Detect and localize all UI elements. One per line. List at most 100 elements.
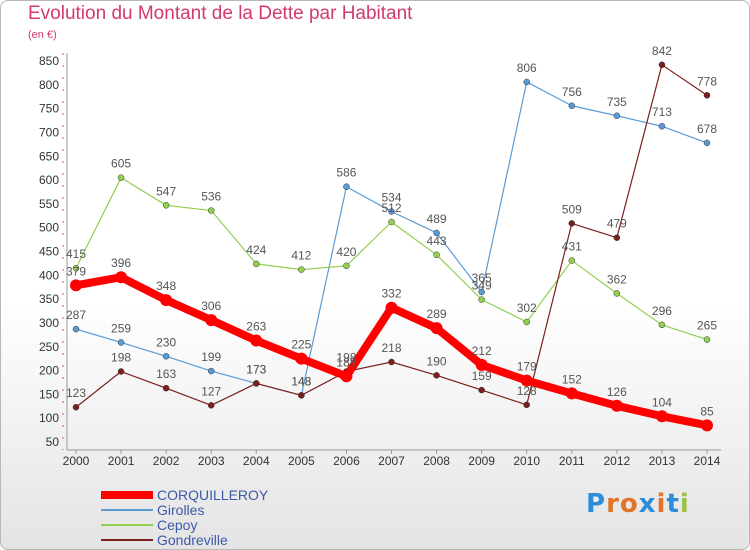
data-point-corquilleroy: [70, 279, 82, 292]
legend-label-girolles: Girolles: [157, 502, 204, 518]
data-label-gondreville: 218: [381, 341, 401, 355]
data-label-gondreville: 509: [562, 202, 582, 216]
y-tick-label: 600: [39, 173, 59, 187]
data-label-corquilleroy: 225: [291, 338, 311, 352]
data-point-corquilleroy: [340, 370, 353, 383]
data-label-girolles: 148: [291, 374, 311, 388]
chart-subtitle: (en €): [28, 29, 57, 41]
data-point-corquilleroy: [115, 271, 128, 284]
x-tick-label: 2000: [63, 454, 90, 468]
data-label-cepoy: 415: [66, 247, 86, 261]
y-tick-label: 150: [39, 387, 59, 401]
data-label-cepoy: 362: [607, 272, 627, 286]
y-tick-label: 350: [39, 292, 59, 306]
y-tick-label: 300: [39, 316, 59, 330]
y-tick-label: 200: [39, 364, 59, 378]
data-label-corquilleroy: 212: [472, 344, 492, 358]
x-tick-label: 2001: [108, 454, 135, 468]
data-label-cepoy: 265: [697, 319, 717, 333]
y-tick-label: 250: [39, 340, 59, 354]
x-tick-label: 2011: [559, 454, 585, 468]
data-point-girolles: [207, 367, 215, 375]
data-point-cepoy: [72, 264, 80, 272]
data-point-cepoy: [207, 207, 215, 214]
data-point-corquilleroy: [385, 301, 398, 314]
data-point-girolles: [703, 139, 711, 147]
data-point-gondreville: [388, 358, 395, 366]
data-label-corquilleroy: 126: [607, 385, 627, 399]
x-tick-label: 2007: [378, 454, 405, 468]
data-label-girolles: 365: [472, 271, 492, 285]
data-label-girolles: 735: [607, 95, 627, 109]
legend-label-cepoy: Cepoy: [157, 517, 197, 533]
data-label-cepoy: 420: [336, 245, 356, 259]
data-point-girolles: [568, 102, 576, 110]
data-label-girolles: 586: [336, 166, 356, 180]
data-label-gondreville: 159: [472, 369, 492, 383]
data-point-girolles: [613, 112, 621, 120]
data-label-corquilleroy: 396: [111, 256, 131, 270]
data-point-cepoy: [658, 321, 666, 329]
y-tick-label: 450: [39, 245, 59, 259]
data-label-corquilleroy: 188: [336, 355, 356, 369]
data-label-corquilleroy: 152: [562, 372, 582, 386]
y-tick-label: 700: [39, 125, 59, 139]
logo-letter: o: [619, 489, 639, 519]
data-label-gondreville: 163: [156, 367, 176, 381]
data-label-corquilleroy: 85: [700, 404, 714, 418]
data-label-gondreville: 778: [697, 74, 717, 88]
data-label-cepoy: 431: [562, 240, 582, 254]
data-label-corquilleroy: 289: [427, 307, 447, 321]
proxiti-logo: Proxiti: [586, 489, 690, 519]
data-label-corquilleroy: 332: [381, 287, 401, 301]
data-label-girolles: 534: [381, 190, 401, 204]
data-point-gondreville: [117, 368, 125, 375]
x-tick-label: 2009: [468, 454, 495, 468]
data-label-cepoy: 349: [472, 279, 492, 293]
data-label-cepoy: 412: [291, 249, 311, 263]
data-label-cepoy: 443: [427, 234, 447, 248]
data-point-corquilleroy: [565, 387, 578, 400]
data-label-corquilleroy: 104: [652, 395, 672, 409]
y-tick-label: 100: [39, 411, 59, 425]
data-point-girolles: [388, 208, 395, 215]
data-point-corquilleroy: [701, 419, 713, 432]
y-tick-label: 850: [39, 54, 59, 68]
data-label-gondreville: 198: [336, 351, 356, 365]
data-point-gondreville: [433, 372, 440, 379]
data-label-corquilleroy: 179: [517, 360, 537, 374]
data-label-girolles: 489: [427, 212, 447, 226]
data-label-gondreville: 190: [427, 354, 447, 368]
data-label-corquilleroy: 306: [201, 299, 221, 313]
y-tick-label: 50: [46, 435, 60, 449]
data-label-girolles: 230: [156, 335, 176, 349]
logo-letter: x: [638, 489, 657, 519]
data-label-girolles: 287: [66, 308, 86, 322]
series-line-gondreville: [75, 64, 708, 408]
data-point-cepoy: [568, 257, 576, 264]
logo-letter: t: [666, 489, 680, 519]
data-point-corquilleroy: [205, 314, 218, 327]
data-label-girolles: 756: [562, 85, 582, 99]
data-label-gondreville: 127: [201, 384, 221, 398]
data-point-cepoy: [433, 251, 440, 259]
data-point-cepoy: [478, 296, 485, 303]
data-label-cepoy: 547: [156, 184, 176, 198]
x-tick-label: 2010: [513, 454, 540, 468]
y-tick-label: 500: [39, 221, 59, 235]
x-tick-label: 2004: [243, 454, 270, 468]
legend-label-gondreville: Gondreville: [157, 532, 228, 548]
axes: 50 100 150 200 250 300 350 400 450 500 550 600 650 70…: [39, 53, 721, 468]
data-point-gondreville: [253, 380, 260, 387]
data-point-girolles: [433, 229, 440, 237]
x-tick-label: 2008: [423, 454, 450, 468]
data-label-girolles: 678: [697, 122, 717, 136]
data-point-corquilleroy: [250, 334, 263, 347]
x-tick-label: 2002: [153, 454, 180, 468]
data-point-gondreville: [478, 386, 485, 394]
x-tick-label: 2012: [604, 454, 631, 468]
data-point-corquilleroy: [655, 410, 668, 423]
data-label-corquilleroy: 379: [66, 264, 86, 278]
